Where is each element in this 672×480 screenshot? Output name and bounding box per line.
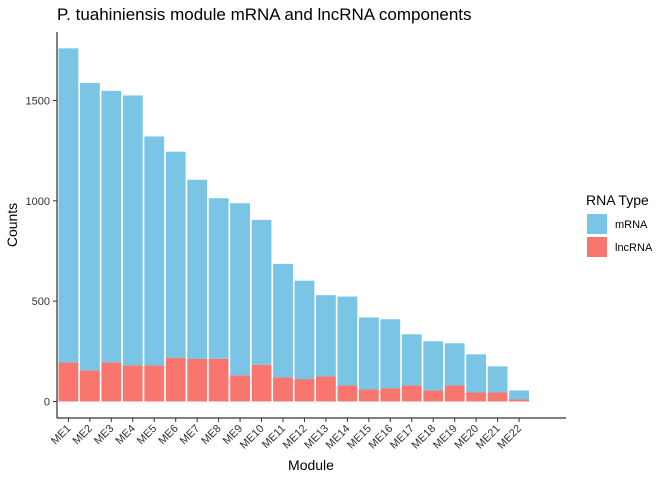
bar-lncrna-me16 bbox=[380, 388, 401, 402]
bar-mrna-me4 bbox=[122, 95, 143, 366]
bar-mrna-me11 bbox=[273, 263, 293, 378]
legend: RNA Type mRNA lncRNA bbox=[586, 192, 653, 257]
y-axis-ticks: 0 500 1000 1500 bbox=[26, 96, 57, 409]
x-tick-label: ME8 bbox=[199, 423, 223, 447]
y-axis-title: Counts bbox=[4, 203, 20, 247]
bar-mrna-me14 bbox=[337, 296, 358, 386]
bar-mrna-me3 bbox=[101, 90, 122, 363]
bar-mrna-me22 bbox=[509, 390, 529, 400]
bar-mrna-me17 bbox=[401, 334, 422, 386]
bar-lncrna-me14 bbox=[337, 385, 358, 402]
legend-label-lncrna: lncRNA bbox=[615, 242, 653, 254]
x-tick-label: ME4 bbox=[113, 423, 137, 447]
bar-mrna-me5 bbox=[144, 136, 165, 366]
bar-lncrna-me8 bbox=[208, 358, 229, 402]
bar-mrna-me15 bbox=[358, 317, 379, 390]
x-tick-label: ME2 bbox=[70, 423, 94, 447]
x-tick-label: ME3 bbox=[92, 423, 116, 447]
bar-lncrna-me3 bbox=[101, 362, 122, 402]
bar-mrna-me6 bbox=[165, 151, 186, 358]
bar-lncrna-me13 bbox=[316, 376, 336, 402]
bar-lncrna-me6 bbox=[165, 357, 186, 402]
x-axis-ticks: ME1ME2ME3ME4ME5ME6ME7ME8ME9ME10ME11ME12M… bbox=[49, 418, 524, 451]
bar-lncrna-me20 bbox=[466, 392, 487, 402]
bar-lncrna-me9 bbox=[230, 375, 250, 402]
y-tick-label: 1000 bbox=[26, 196, 50, 208]
bar-mrna-me8 bbox=[208, 198, 229, 359]
bar-lncrna-me21 bbox=[487, 392, 508, 402]
bar-mrna-me10 bbox=[251, 219, 272, 365]
y-tick-label: 1500 bbox=[26, 96, 50, 108]
legend-swatch-mrna bbox=[587, 214, 607, 234]
bar-lncrna-me10 bbox=[251, 364, 272, 402]
bar-lncrna-me2 bbox=[79, 370, 100, 402]
legend-title: RNA Type bbox=[586, 192, 649, 208]
bar-mrna-me21 bbox=[487, 366, 508, 393]
x-tick-label: ME22 bbox=[495, 423, 524, 452]
bar-lncrna-me7 bbox=[187, 358, 208, 402]
x-tick-label: ME10 bbox=[238, 423, 267, 452]
bar-lncrna-me17 bbox=[401, 385, 422, 402]
bar-mrna-me2 bbox=[79, 83, 100, 371]
bar-lncrna-me15 bbox=[358, 389, 379, 402]
bar-lncrna-me4 bbox=[122, 365, 143, 402]
x-axis-title: Module bbox=[288, 457, 334, 473]
x-tick-label: ME6 bbox=[156, 423, 180, 447]
bar-lncrna-me1 bbox=[58, 362, 79, 402]
bar-mrna-me7 bbox=[187, 179, 208, 359]
bar-lncrna-me22 bbox=[509, 399, 529, 402]
legend-items: mRNA lncRNA bbox=[587, 214, 653, 257]
bar-mrna-me18 bbox=[423, 341, 444, 391]
legend-label-mrna: mRNA bbox=[615, 219, 648, 231]
x-tick-label: ME7 bbox=[178, 423, 202, 447]
bar-lncrna-me19 bbox=[444, 385, 465, 402]
x-tick-label: ME5 bbox=[135, 423, 159, 447]
bar-lncrna-me18 bbox=[423, 390, 444, 402]
bar-mrna-me9 bbox=[230, 203, 250, 376]
y-tick-label: 500 bbox=[32, 296, 50, 308]
chart-title: P. tuahiniensis module mRNA and lncRNA c… bbox=[57, 5, 472, 24]
bar-lncrna-me11 bbox=[273, 377, 293, 402]
bar-lncrna-me5 bbox=[144, 365, 165, 402]
bar-mrna-me20 bbox=[466, 354, 487, 393]
x-tick-label: ME1 bbox=[49, 423, 73, 447]
y-tick-label: 0 bbox=[44, 397, 50, 409]
legend-swatch-lncrna bbox=[587, 237, 607, 257]
bar-mrna-me13 bbox=[316, 295, 336, 377]
bar-lncrna-me12 bbox=[294, 379, 315, 402]
bar-mrna-me12 bbox=[294, 280, 315, 380]
bars-group bbox=[58, 48, 529, 402]
bar-mrna-me19 bbox=[444, 343, 465, 386]
bar-mrna-me1 bbox=[58, 48, 79, 363]
bar-mrna-me16 bbox=[380, 319, 401, 389]
